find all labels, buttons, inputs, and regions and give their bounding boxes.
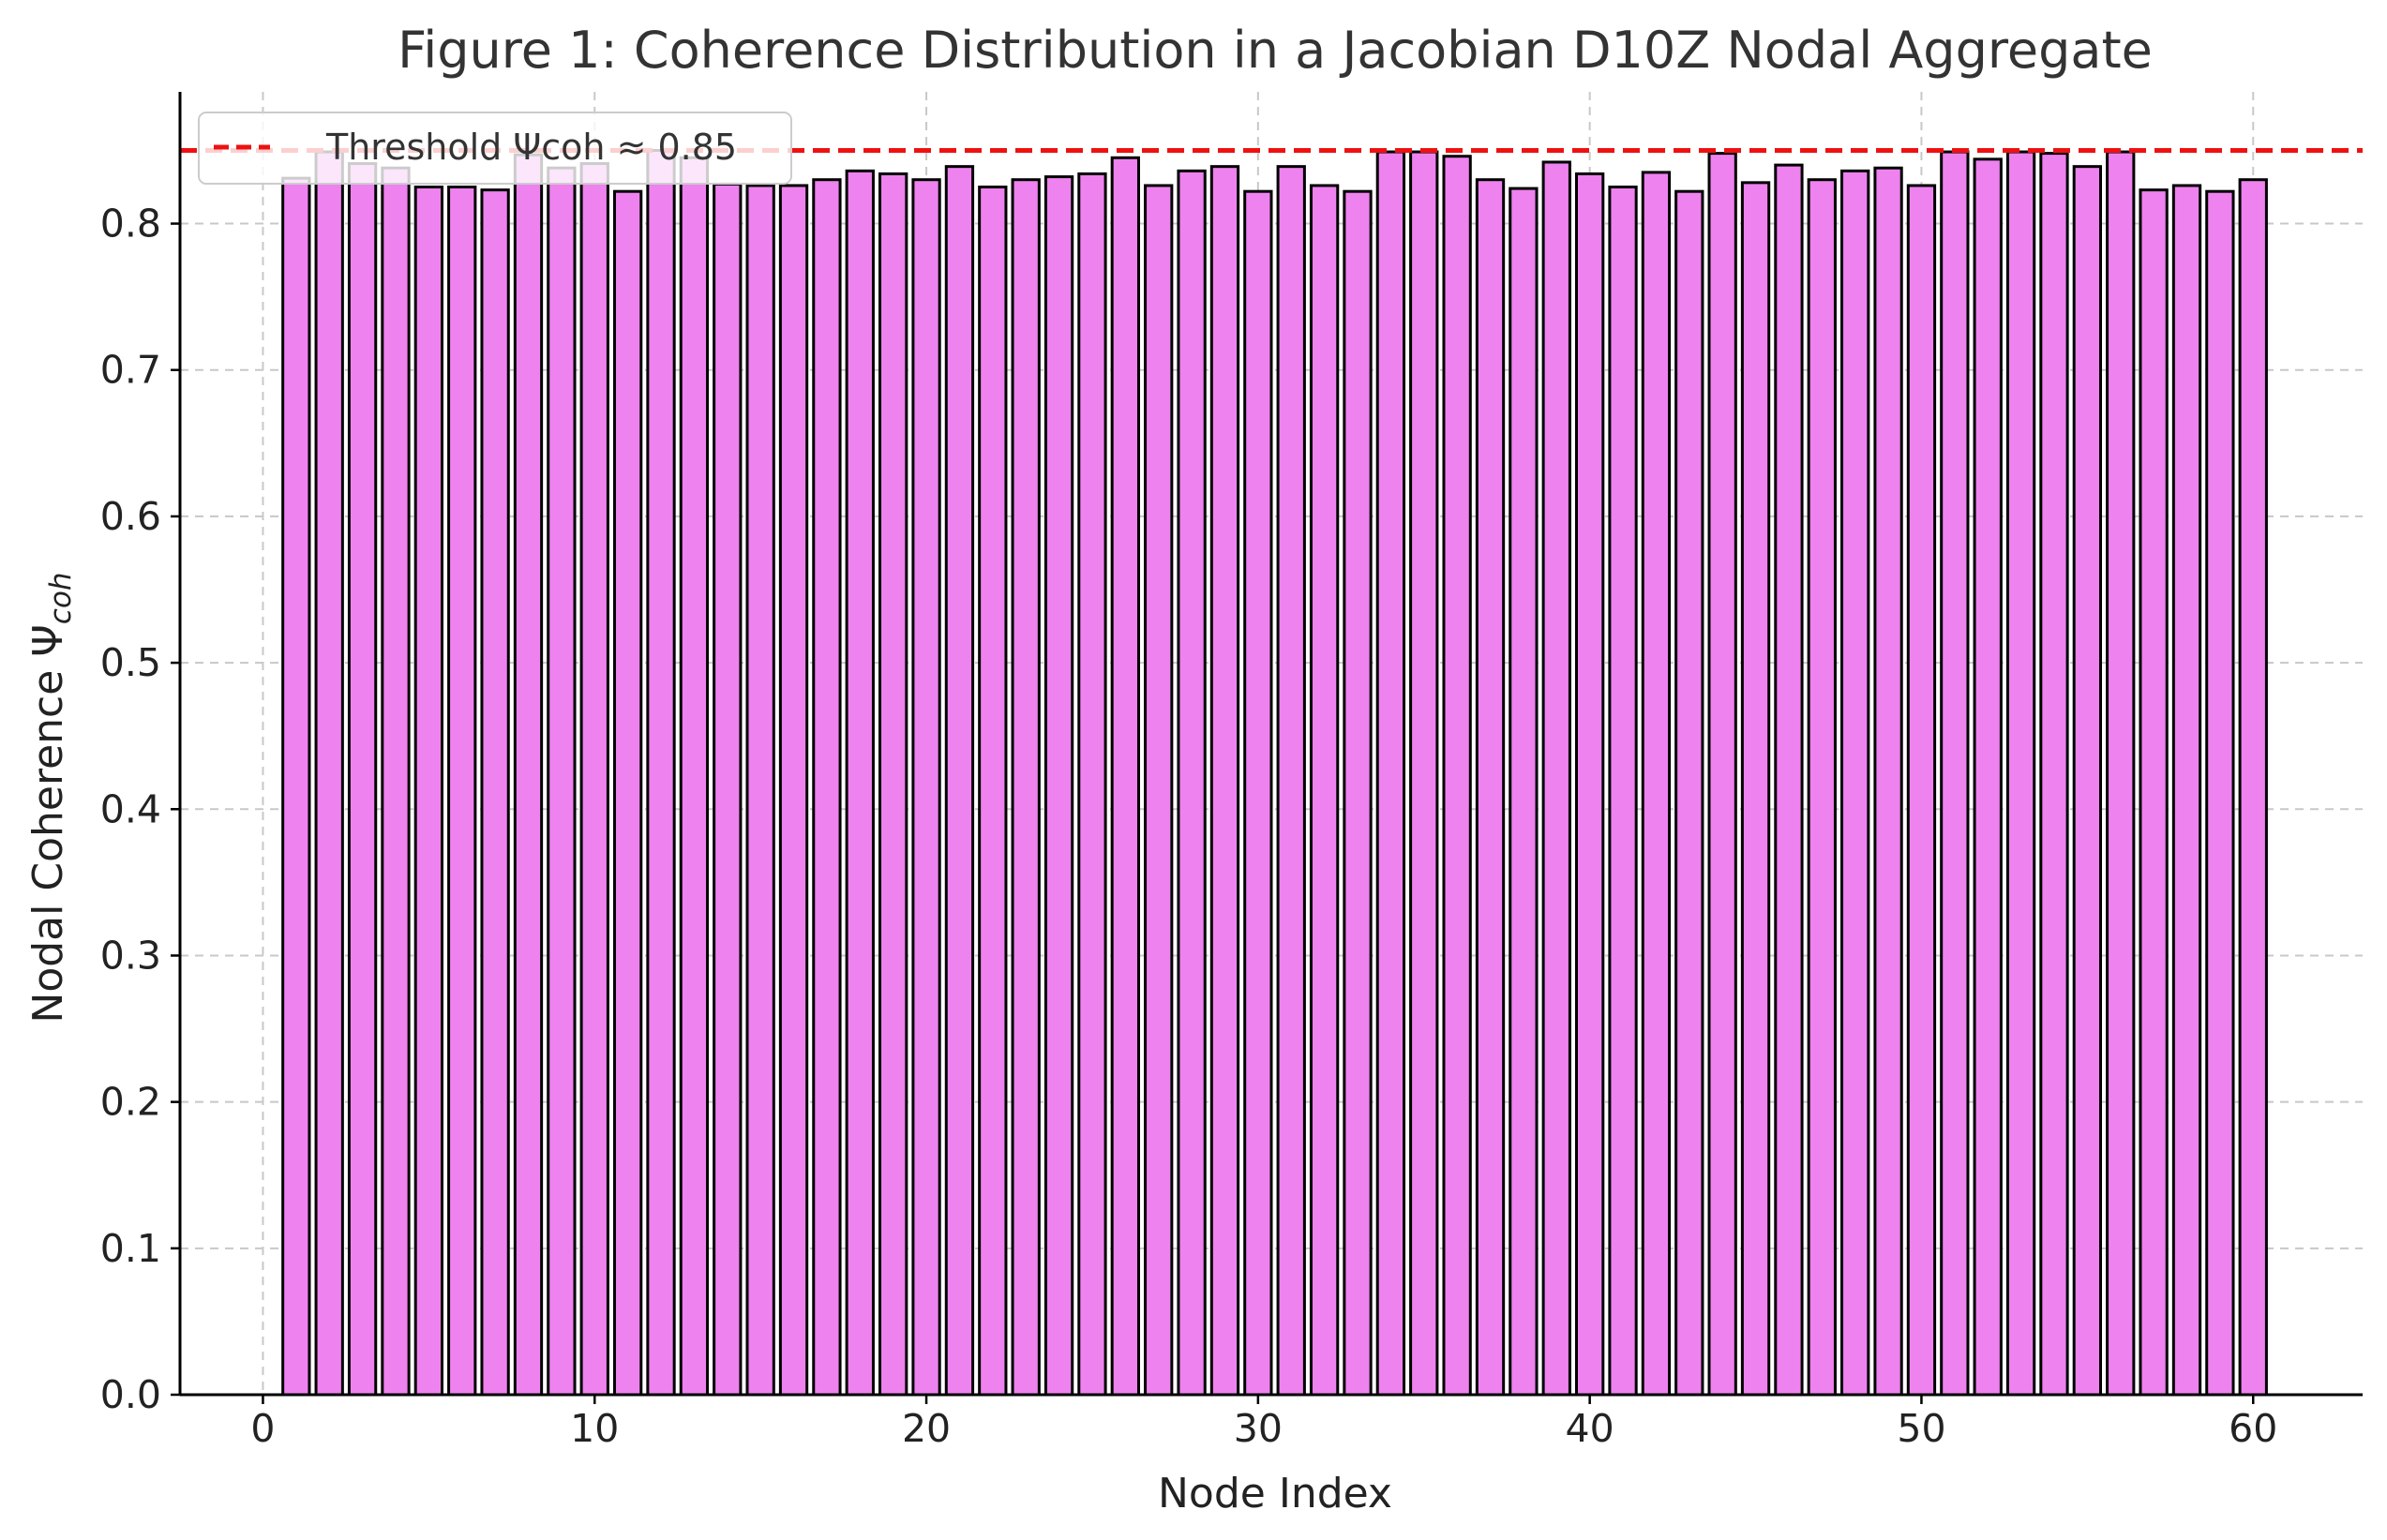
bar-node-5 xyxy=(413,186,444,1397)
bar-node-20 xyxy=(911,178,941,1397)
y-tick-label: 0.6 xyxy=(100,494,161,539)
bar-node-54 xyxy=(2039,152,2069,1397)
legend-threshold-label: Threshold Ψcoh ≈ 0.85 xyxy=(325,127,737,168)
y-tick-label: 0.1 xyxy=(100,1226,161,1271)
bar-node-41 xyxy=(1608,186,1638,1397)
bar-node-22 xyxy=(978,186,1008,1397)
bar-node-60 xyxy=(2238,178,2268,1397)
bar-node-4 xyxy=(381,166,411,1397)
bar-node-14 xyxy=(713,182,743,1397)
x-tick-label: 60 xyxy=(2229,1406,2277,1451)
bar-node-53 xyxy=(2005,150,2036,1397)
bar-node-16 xyxy=(778,184,809,1397)
bar-node-37 xyxy=(1475,178,1506,1397)
x-tick-label: 0 xyxy=(250,1406,275,1451)
bar-node-23 xyxy=(1011,178,1041,1397)
bar-node-46 xyxy=(1774,163,1804,1397)
bar-node-1 xyxy=(281,176,311,1397)
bar-node-9 xyxy=(547,166,577,1397)
legend-box xyxy=(198,112,792,185)
bar-node-10 xyxy=(579,162,609,1397)
y-tick-label: 0.3 xyxy=(100,933,161,978)
y-axis-label-subscript: coh xyxy=(44,572,78,624)
bar-node-56 xyxy=(2106,150,2136,1397)
bar-node-31 xyxy=(1276,165,1306,1397)
bar-node-27 xyxy=(1144,184,1174,1397)
bar-node-57 xyxy=(2139,188,2169,1397)
y-tick-label: 0.5 xyxy=(100,640,161,685)
axes xyxy=(178,92,2363,1397)
bar-node-50 xyxy=(1906,184,1937,1397)
bar-node-28 xyxy=(1177,169,1207,1397)
bar-node-40 xyxy=(1574,172,1605,1397)
bar-node-36 xyxy=(1442,155,1472,1397)
x-tick-label: 10 xyxy=(570,1406,619,1451)
bar-node-49 xyxy=(1873,166,1903,1397)
bar-node-48 xyxy=(1840,169,1870,1397)
bar-node-34 xyxy=(1375,150,1406,1397)
x-tick-label: 40 xyxy=(1566,1406,1614,1451)
bar-node-18 xyxy=(845,169,875,1397)
bar-node-21 xyxy=(944,165,975,1397)
bars xyxy=(281,148,2268,1397)
bar-node-59 xyxy=(2205,189,2235,1397)
legend: Threshold Ψcoh ≈ 0.85 xyxy=(198,112,792,185)
bar-node-38 xyxy=(1509,187,1539,1397)
bar-node-13 xyxy=(679,156,710,1397)
y-tick-label: 0.2 xyxy=(100,1080,161,1125)
x-tick-label: 30 xyxy=(1234,1406,1283,1451)
bar-node-43 xyxy=(1674,189,1704,1397)
bar-node-44 xyxy=(1707,152,1737,1397)
y-tick-label: 0.4 xyxy=(100,786,161,831)
bar-node-30 xyxy=(1243,189,1273,1397)
bar-node-47 xyxy=(1807,178,1837,1397)
y-ticks: 0.0 0.1 0.2 0.3 0.4 0.5 0.6 0.7 0.8 xyxy=(100,202,180,1417)
bar-node-11 xyxy=(612,189,643,1397)
x-tick-label: 50 xyxy=(1897,1406,1945,1451)
y-axis-label: Nodal Coherence Ψcoh xyxy=(24,572,78,1023)
x-axis-label: Node Index xyxy=(1158,1470,1392,1518)
bar-node-2 xyxy=(314,150,344,1397)
bar-node-51 xyxy=(1940,150,1970,1397)
bar-node-12 xyxy=(646,148,676,1397)
bar-node-52 xyxy=(1973,157,2003,1397)
bar-node-19 xyxy=(878,172,908,1397)
bar-node-39 xyxy=(1541,160,1571,1397)
bar-node-8 xyxy=(513,153,544,1397)
bar-node-29 xyxy=(1209,165,1240,1397)
chart-title: Figure 1: Coherence Distribution in a Ja… xyxy=(398,21,2153,80)
y-tick-label: 0.8 xyxy=(100,202,161,247)
bar-node-55 xyxy=(2072,165,2102,1397)
bar-node-35 xyxy=(1409,150,1439,1397)
y-axis-label-main: Nodal Coherence Ψ xyxy=(24,624,72,1024)
x-tick-label: 20 xyxy=(902,1406,951,1451)
bar-node-24 xyxy=(1043,175,1074,1397)
y-tick-label: 0.7 xyxy=(100,348,161,393)
bar-node-15 xyxy=(745,184,775,1397)
bar-node-45 xyxy=(1740,181,1771,1397)
bar-node-6 xyxy=(447,186,477,1397)
bar-node-17 xyxy=(812,178,842,1397)
bar-node-26 xyxy=(1110,156,1140,1397)
bar-node-42 xyxy=(1641,171,1672,1397)
y-tick-label: 0.0 xyxy=(100,1372,161,1417)
bar-node-32 xyxy=(1309,184,1340,1397)
bar-node-25 xyxy=(1077,172,1107,1397)
bar-node-3 xyxy=(347,162,378,1397)
x-ticks: 0 10 20 30 40 50 60 xyxy=(250,1395,2277,1451)
bar-node-33 xyxy=(1343,189,1373,1397)
bar-node-7 xyxy=(480,188,510,1397)
bar-node-58 xyxy=(2171,184,2202,1397)
